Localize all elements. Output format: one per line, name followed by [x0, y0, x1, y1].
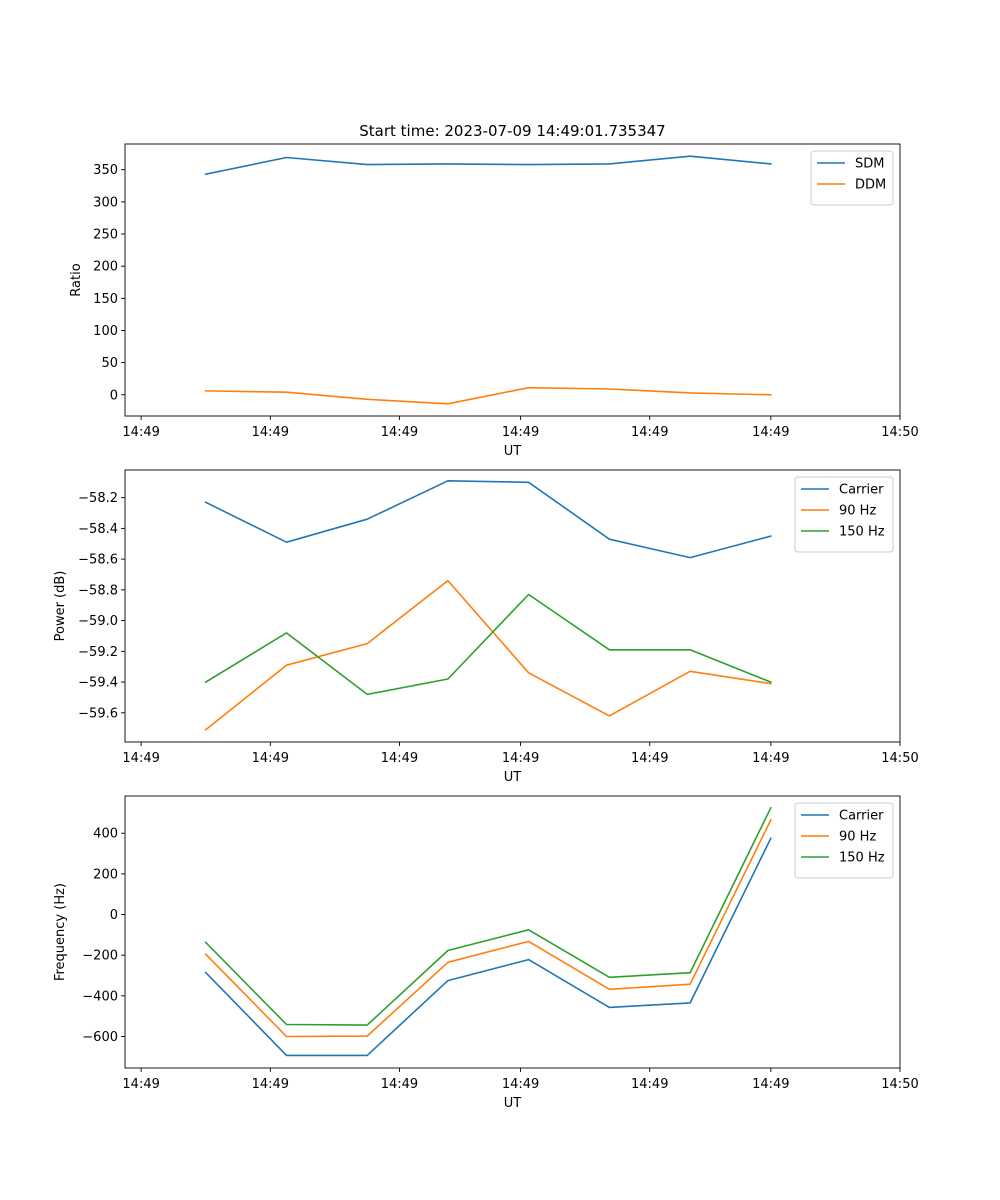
legend: SDM DDM [810, 150, 894, 206]
y-tick-label: 350 [93, 163, 118, 178]
x-axis-label: UT [504, 1096, 522, 1111]
series-group [204, 479, 772, 731]
y-tick-label: 150 [93, 292, 118, 307]
chart-title: Start time: 2023-07-09 14:49:01.735347 [359, 122, 665, 140]
y-tick-label: 50 [101, 356, 118, 371]
legend-label: 150 Hz [839, 525, 885, 540]
y-tick-label: 250 [93, 228, 118, 243]
x-tick-label: 14:50 [881, 425, 918, 440]
series-group [204, 806, 772, 1057]
y-tick-label: −400 [82, 989, 118, 1004]
x-tick-label: 14:49 [752, 425, 789, 440]
y-tick-label: −58.6 [78, 553, 118, 568]
y-axis-label: Ratio [69, 263, 84, 296]
legend-box [794, 802, 894, 879]
y-tick-label: −59.4 [78, 676, 118, 691]
y-tick-label: 0 [110, 908, 118, 923]
x-tick-label: 14:49 [502, 751, 539, 766]
legend-label: SDM [855, 157, 884, 172]
legend: Carrier 90 Hz 150 Hz [794, 802, 894, 879]
x-tick-label: 14:49 [381, 1077, 418, 1092]
x-tick-label: 14:49 [502, 425, 539, 440]
x-tick-label: 14:49 [752, 751, 789, 766]
y-tick-label: 0 [110, 388, 118, 403]
x-tick-label: 14:49 [122, 751, 159, 766]
y-axis-label: Frequency (Hz) [53, 883, 68, 981]
y-tick-label: −600 [82, 1030, 118, 1045]
y-tick-label: −58.2 [78, 491, 118, 506]
series-line-ddm [204, 386, 772, 405]
x-tick-label: 14:50 [881, 751, 918, 766]
y-axis-ticks: −600 −400 −200 0 200 400 [82, 827, 125, 1045]
legend-box [794, 476, 894, 553]
series-line-sdm [204, 155, 772, 176]
legend-label: 90 Hz [839, 830, 876, 845]
legend-label: 90 Hz [839, 504, 876, 519]
x-tick-label: 14:49 [381, 425, 418, 440]
x-tick-label: 14:49 [381, 751, 418, 766]
y-tick-label: −59.0 [78, 614, 118, 629]
series-group [204, 155, 772, 405]
x-axis-label: UT [504, 770, 522, 785]
y-tick-label: −58.4 [78, 522, 118, 537]
x-axis-ticks: 14:49 14:49 14:49 14:49 14:49 14:49 14:50 [122, 742, 919, 766]
y-tick-label: 300 [93, 195, 118, 210]
series-line-90-hz [204, 579, 772, 731]
legend-box [810, 150, 894, 206]
x-tick-label: 14:49 [631, 425, 668, 440]
x-tick-label: 14:49 [631, 751, 668, 766]
axes-frame [124, 143, 901, 417]
y-axis-ticks: 0 50 100 150 200 250 300 350 [93, 163, 125, 403]
y-tick-label: −59.2 [78, 645, 118, 660]
x-tick-label: 14:49 [631, 1077, 668, 1092]
x-tick-label: 14:49 [122, 1077, 159, 1092]
x-tick-label: 14:49 [122, 425, 159, 440]
legend-label: DDM [855, 178, 886, 193]
x-tick-label: 14:49 [752, 1077, 789, 1092]
y-axis-label: Power (dB) [53, 571, 68, 642]
x-axis-label: UT [504, 444, 522, 459]
series-line-carrier [204, 837, 772, 1057]
x-tick-label: 14:49 [502, 1077, 539, 1092]
y-tick-label: −59.6 [78, 706, 118, 721]
x-axis-ticks: 14:49 14:49 14:49 14:49 14:49 14:49 14:50 [122, 416, 919, 440]
x-tick-label: 14:50 [881, 1077, 918, 1092]
series-line-carrier [204, 479, 772, 559]
subplots: 14:49 14:49 14:49 14:49 14:49 14:49 14:50 0 50 10… [53, 143, 919, 1111]
subplot-1: 14:49 14:49 14:49 14:49 14:49 14:49 14:50 0 50 10… [69, 143, 919, 459]
y-tick-label: 200 [93, 867, 118, 882]
subplot-2: 14:49 14:49 14:49 14:49 14:49 14:49 14:50 −59.6… [53, 469, 919, 785]
series-line-150-hz [204, 806, 772, 1026]
y-tick-label: 400 [93, 827, 118, 842]
x-axis-ticks: 14:49 14:49 14:49 14:49 14:49 14:49 14:50 [122, 1068, 919, 1092]
legend: Carrier 90 Hz 150 Hz [794, 476, 894, 553]
axes-frame [124, 469, 901, 743]
legend-label: Carrier [839, 483, 884, 498]
y-axis-ticks: −59.6 −59.4 −59.2 −59.0 −58.8 −58.6 −58.4 −58.2 [78, 491, 125, 721]
x-tick-label: 14:49 [252, 425, 289, 440]
x-tick-label: 14:49 [252, 751, 289, 766]
legend-label: Carrier [839, 809, 884, 824]
y-tick-label: 200 [93, 260, 118, 275]
x-tick-label: 14:49 [252, 1077, 289, 1092]
legend-label: 150 Hz [839, 851, 885, 866]
y-tick-label: −200 [82, 949, 118, 964]
y-tick-label: 100 [93, 324, 118, 339]
subplot-3: 14:49 14:49 14:49 14:49 14:49 14:49 14:50−600−… [53, 795, 919, 1111]
y-tick-label: −58.8 [78, 583, 118, 598]
axes-frame [124, 795, 901, 1069]
series-line-150-hz [204, 593, 772, 696]
series-line-90-hz [204, 818, 772, 1038]
